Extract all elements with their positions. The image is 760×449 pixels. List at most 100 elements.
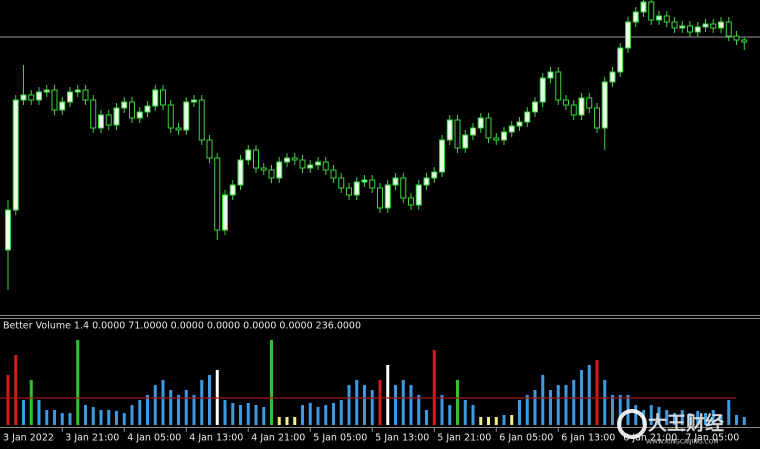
watermark: 大王财经 WWW.KINGCAIJING.COM bbox=[617, 409, 724, 446]
candle-body bbox=[82, 89, 89, 101]
candle-body bbox=[563, 99, 569, 106]
volume-bar bbox=[688, 413, 692, 425]
volume-bar bbox=[285, 417, 289, 425]
time-label: 4 Jan 13:00 bbox=[189, 433, 243, 444]
candle-body bbox=[12, 99, 19, 211]
candle-body bbox=[377, 187, 383, 209]
volume-bar bbox=[471, 405, 475, 425]
candle-body bbox=[361, 179, 368, 183]
volume-bar bbox=[556, 385, 560, 425]
volume-bar bbox=[324, 405, 328, 425]
candle-body bbox=[625, 21, 631, 49]
volume-bar bbox=[549, 390, 552, 425]
candle-body bbox=[136, 111, 143, 119]
candle-body bbox=[446, 119, 453, 141]
candle-body bbox=[648, 1, 655, 21]
volume-bar bbox=[719, 415, 723, 425]
candle-body bbox=[276, 161, 283, 179]
volume-bar bbox=[704, 413, 707, 425]
candle-body bbox=[245, 149, 252, 161]
volume-bar bbox=[308, 403, 312, 425]
volume-bar bbox=[618, 395, 622, 425]
volume-bar bbox=[37, 400, 41, 425]
time-label: 3 Jan 21:00 bbox=[65, 433, 119, 444]
candle-body bbox=[578, 97, 585, 116]
candle-body bbox=[198, 99, 205, 141]
volume-bar bbox=[680, 410, 684, 425]
volume-bar bbox=[525, 395, 529, 425]
volume-bar bbox=[130, 405, 134, 425]
candle-body bbox=[121, 101, 128, 109]
watermark-logo bbox=[617, 409, 647, 439]
candle-body bbox=[609, 71, 616, 83]
candle-body bbox=[462, 134, 469, 149]
volume-bar bbox=[254, 405, 258, 425]
volume-bar bbox=[84, 405, 87, 425]
volume-bar bbox=[231, 403, 235, 425]
candle-body bbox=[516, 121, 523, 127]
volume-bar bbox=[502, 415, 506, 425]
volume-bar bbox=[518, 400, 521, 425]
candle-body bbox=[477, 117, 484, 129]
candle-body bbox=[113, 107, 120, 126]
candle-body bbox=[129, 101, 135, 119]
volume-bar bbox=[45, 410, 49, 425]
time-label: 6 Jan 13:00 bbox=[561, 433, 615, 444]
candle-body bbox=[532, 101, 538, 113]
watermark-site: WWW.KINGCAIJING.COM bbox=[646, 439, 719, 446]
volume-bar bbox=[742, 417, 746, 425]
candle-body bbox=[36, 91, 42, 101]
candle-body bbox=[144, 105, 151, 113]
time-label: 6 Jan 05:00 bbox=[499, 433, 553, 444]
candle-body bbox=[191, 99, 197, 103]
volume-bar bbox=[696, 411, 700, 425]
candle-body bbox=[679, 25, 686, 29]
volume-bar bbox=[347, 385, 351, 425]
candle-body bbox=[671, 21, 678, 29]
candle-body bbox=[353, 181, 360, 196]
time-label: 3 Jan 2022 bbox=[3, 433, 54, 444]
candle-body bbox=[268, 169, 275, 179]
volume-bar bbox=[595, 360, 599, 425]
candle-body bbox=[28, 94, 35, 101]
candle-body bbox=[160, 89, 166, 106]
candle-body bbox=[508, 125, 515, 133]
volume-bar bbox=[634, 405, 638, 425]
volume-bar bbox=[29, 380, 33, 425]
candle-body bbox=[369, 179, 376, 189]
volume-bar bbox=[293, 417, 297, 425]
volume-bar bbox=[239, 405, 242, 425]
candle-body bbox=[741, 39, 748, 43]
candle-body bbox=[586, 97, 593, 109]
candle-body bbox=[322, 161, 329, 171]
volume-bar bbox=[494, 417, 498, 425]
candle-body bbox=[392, 177, 399, 186]
candle-body bbox=[5, 209, 11, 251]
candle-body bbox=[702, 23, 709, 28]
volume-bar bbox=[208, 375, 211, 425]
volume-bar bbox=[332, 403, 335, 425]
candle-body bbox=[640, 1, 647, 13]
candle-body bbox=[291, 157, 298, 161]
candle-body bbox=[694, 26, 701, 33]
candle-body bbox=[346, 187, 352, 196]
volume-bar bbox=[425, 410, 428, 425]
watermark-brand: 大王财经 bbox=[648, 412, 724, 435]
candle-body bbox=[415, 184, 422, 206]
candle-body bbox=[74, 89, 81, 93]
volume-bar bbox=[122, 413, 126, 425]
volume-bar bbox=[184, 390, 188, 425]
volume-bar bbox=[6, 375, 10, 425]
volume-bar bbox=[153, 385, 157, 425]
volume-bar bbox=[541, 375, 545, 425]
candle-body bbox=[501, 131, 507, 141]
candle-body bbox=[67, 91, 73, 103]
candle-body bbox=[570, 104, 577, 116]
candle-body bbox=[539, 77, 546, 103]
volume-bar bbox=[316, 407, 320, 425]
candle-body bbox=[175, 127, 182, 131]
time-label: 4 Jan 21:00 bbox=[251, 433, 305, 444]
volume-bar bbox=[572, 380, 576, 425]
